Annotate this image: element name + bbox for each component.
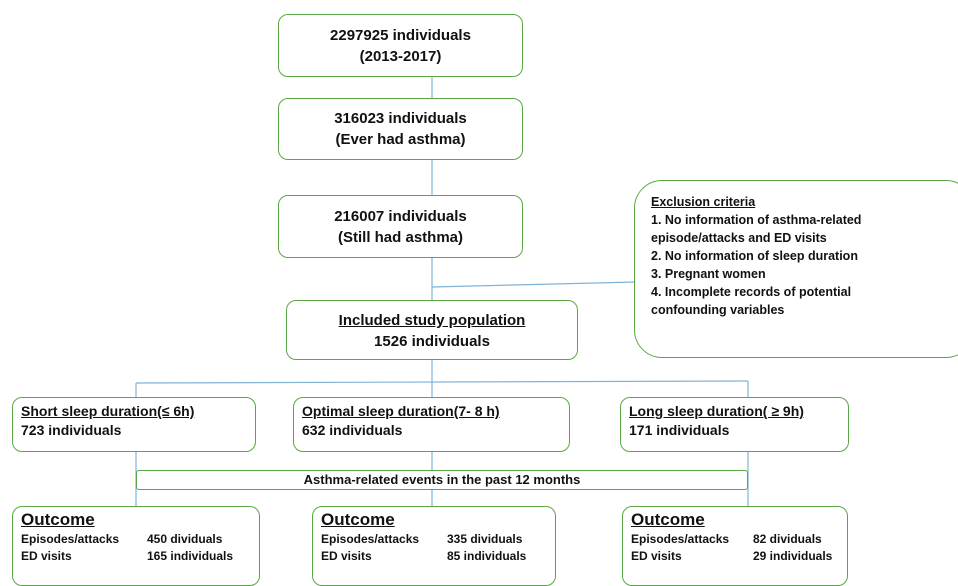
box-group: Optimal sleep duration(7- 8 h) 632 indiv… — [293, 397, 570, 452]
text: 216007 individuals — [334, 208, 467, 225]
outcome-label: ED visits — [21, 549, 72, 563]
text: Short sleep duration(≤ 6h) — [21, 403, 195, 419]
list-item: 3. Pregnant women — [651, 267, 766, 281]
list-item: 4. Incomplete records of potential — [651, 285, 852, 299]
outcome-row: ED visits 29 individuals — [631, 548, 847, 565]
outcome-value: 82 dividuals — [753, 532, 822, 546]
box-events: Asthma-related events in the past 12 mon… — [136, 470, 748, 490]
outcome-label: Episodes/attacks — [21, 532, 120, 546]
box-exclusion: Exclusion criteria 1. No information of … — [634, 180, 958, 358]
outcome-value: 450 dividuals — [147, 532, 223, 546]
list-item: 2. No information of sleep duration — [651, 249, 858, 263]
outcome-label: ED visits — [631, 549, 682, 563]
text: Asthma-related events in the past 12 mon… — [303, 472, 581, 487]
outcome-title: Outcome — [631, 510, 705, 529]
text: 1526 individuals — [374, 333, 490, 350]
outcome-title: Outcome — [21, 510, 95, 529]
text: 316023 individuals — [334, 110, 467, 127]
text: (Ever had asthma) — [335, 131, 466, 148]
text: (2013-2017) — [359, 48, 442, 65]
outcome-value: 85 individuals — [447, 549, 527, 563]
box-outcome: Outcome Episodes/attacks 335 dividuals ED v… — [312, 506, 556, 586]
box-included: Included study population 1526 individua… — [286, 300, 578, 360]
list-item: 1. No information of asthma-related — [651, 213, 862, 227]
text: 723 individuals — [21, 422, 122, 438]
box-group: Long sleep duration( ≥ 9h) 171 individua… — [620, 397, 849, 452]
box-total: 2297925 individuals (2013-2017) — [278, 14, 523, 77]
outcome-row: ED visits 85 individuals — [321, 548, 555, 565]
list: 1. No information of asthma-related episo… — [651, 211, 958, 319]
box-group: Short sleep duration(≤ 6h) 723 individua… — [12, 397, 256, 452]
text: 2297925 individuals — [330, 27, 471, 44]
box-ever: 316023 individuals (Ever had asthma) — [278, 98, 523, 160]
outcome-label: ED visits — [321, 549, 372, 563]
text: 632 individuals — [302, 422, 403, 438]
box-still: 216007 individuals (Still had asthma) — [278, 195, 523, 258]
box-outcome: Outcome Episodes/attacks 450 dividuals ED v… — [12, 506, 260, 586]
text: Optimal sleep duration(7- 8 h) — [302, 403, 500, 419]
outcome-row: Episodes/attacks 450 dividuals — [21, 531, 259, 548]
text: (Still had asthma) — [337, 229, 464, 246]
connector — [431, 281, 637, 288]
outcome-row: Episodes/attacks 82 dividuals — [631, 531, 847, 548]
connector — [135, 380, 749, 384]
outcome-title: Outcome — [321, 510, 395, 529]
box-outcome: Outcome Episodes/attacks 82 dividuals ED vi… — [622, 506, 848, 586]
text: Included study population — [338, 312, 526, 329]
outcome-row: ED visits 165 individuals — [21, 548, 259, 565]
list-item: episode/attacks and ED visits — [651, 231, 827, 245]
outcome-value: 29 individuals — [753, 549, 833, 563]
text: Long sleep duration( ≥ 9h) — [629, 403, 804, 419]
outcome-label: Episodes/attacks — [321, 532, 420, 546]
list-item: confounding variables — [651, 303, 785, 317]
outcome-label: Episodes/attacks — [631, 532, 730, 546]
outcome-value: 165 individuals — [147, 549, 234, 563]
text: Exclusion criteria — [651, 195, 756, 209]
text: 171 individuals — [629, 422, 730, 438]
outcome-row: Episodes/attacks 335 dividuals — [321, 531, 555, 548]
outcome-value: 335 dividuals — [447, 532, 523, 546]
